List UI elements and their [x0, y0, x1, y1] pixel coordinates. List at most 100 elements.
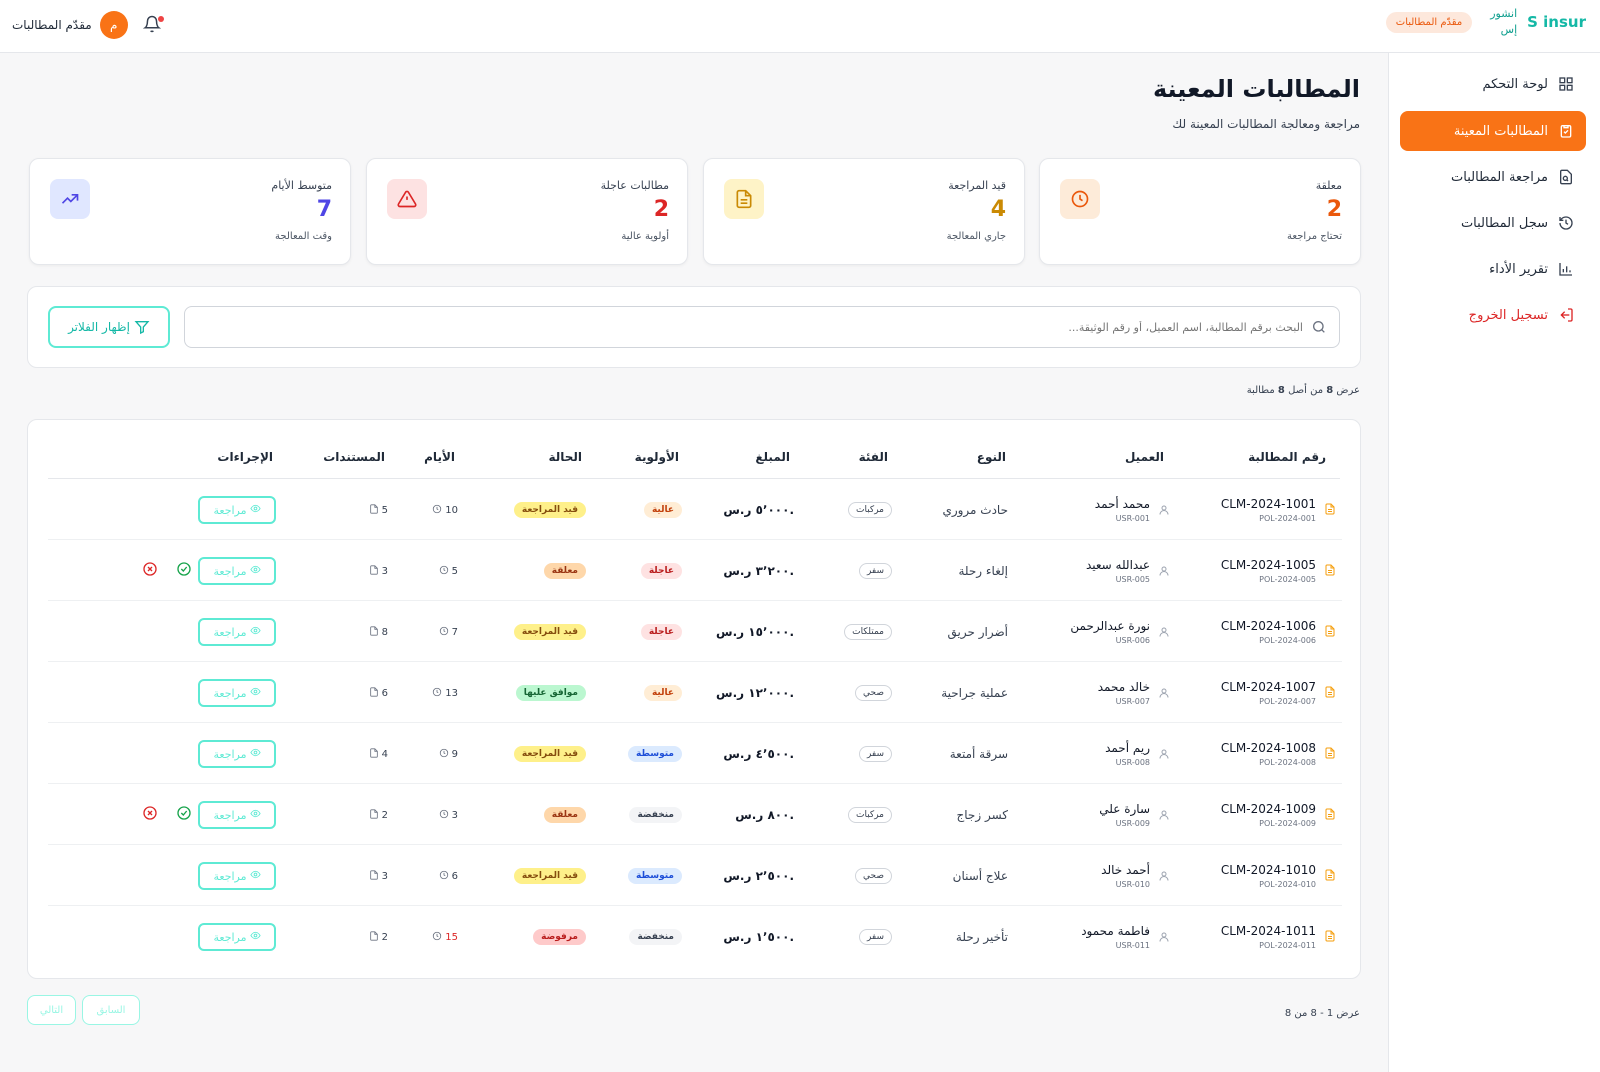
approve-button[interactable] [176, 541, 192, 601]
claim-cell[interactable]: CLM-2024-1010 POL-2024-010 [1221, 846, 1336, 906]
clock-icon [439, 870, 449, 883]
priority-cell: عالية [643, 480, 682, 540]
sidebar-item-review-claims[interactable]: مراجعة المطالبات [1400, 157, 1586, 197]
priority-badge: متوسطة [628, 868, 682, 884]
page-subtitle: مراجعة ومعالجة المطالبات المعينة لك [1172, 117, 1360, 131]
claim-amount: ٢٬٥٠٠ ر.س. [723, 869, 794, 883]
review-label: مراجعة [213, 747, 247, 761]
type-cell: إلغاء رحلة [958, 541, 1008, 601]
logout-icon [1560, 308, 1573, 322]
column-header-category[interactable]: الفئة [858, 450, 888, 464]
notification-bell-icon[interactable] [142, 15, 165, 37]
pagination-next-button[interactable]: التالي [27, 995, 76, 1025]
column-header-docs[interactable]: المستندات [323, 450, 385, 464]
claim-cell[interactable]: CLM-2024-1007 POL-2024-007 [1221, 663, 1336, 723]
review-button[interactable]: مراجعة [198, 679, 276, 707]
customer-cell: ريم أحمد USR-008 [1105, 724, 1170, 784]
claim-cell[interactable]: CLM-2024-1006 POL-2024-006 [1221, 602, 1336, 662]
review-button[interactable]: مراجعة [198, 862, 276, 890]
sidebar-item-dashboard[interactable]: لوحة التحكم [1400, 64, 1586, 104]
clock-icon [439, 809, 449, 822]
results-count: عرض 8 من أصل 8 مطالبة [1247, 385, 1360, 396]
status-cell: معلقة [543, 785, 586, 845]
days-number: 3 [451, 809, 458, 821]
claim-cell[interactable]: CLM-2024-1001 POL-2024-001 [1221, 480, 1336, 540]
column-header-days[interactable]: الأيام [424, 450, 455, 464]
claim-cell[interactable]: CLM-2024-1009 POL-2024-009 [1221, 785, 1336, 845]
search-box [184, 306, 1340, 348]
review-label: مراجعة [213, 503, 247, 517]
pagination-prev-button[interactable]: السابق [82, 995, 140, 1025]
logo-english: S insur [1527, 13, 1586, 31]
priority-badge: عاجلة [640, 563, 682, 579]
status-badge: قيد المراجعة [513, 868, 586, 884]
reject-button[interactable] [142, 541, 158, 601]
review-button[interactable]: مراجعة [198, 496, 276, 524]
column-header-type[interactable]: النوع [976, 450, 1006, 464]
actions-cell: مراجعة [198, 724, 276, 784]
file-search-icon [1560, 169, 1572, 185]
policy-number: POL-2024-011 [1259, 941, 1316, 950]
docs-cell: 8 [369, 602, 388, 662]
amount-cell: ٥٬٠٠٠ ر.س. [723, 480, 794, 540]
claim-amount: ٨٠٠ ر.س. [735, 808, 794, 822]
review-button[interactable]: مراجعة [198, 557, 276, 585]
claim-cell[interactable]: CLM-2024-1005 POL-2024-005 [1221, 541, 1336, 601]
review-button[interactable]: مراجعة [198, 923, 276, 951]
search-input[interactable] [213, 320, 1303, 334]
claim-cell[interactable]: CLM-2024-1011 POL-2024-011 [1221, 907, 1336, 967]
sidebar-item-assigned-claims[interactable]: المطالبات المعينة [1400, 111, 1586, 151]
docs-cell: 6 [369, 663, 388, 723]
eye-icon [249, 930, 261, 944]
top-bar: مقدّم المطالبات انشور إس S insur مقدّم ا… [0, 0, 1600, 53]
claim-cell[interactable]: CLM-2024-1008 POL-2024-008 [1221, 724, 1336, 784]
column-header-status[interactable]: الحالة [548, 450, 582, 464]
eye-icon [249, 686, 261, 700]
review-button[interactable]: مراجعة [198, 740, 276, 768]
column-header-priority[interactable]: الأولوية [634, 450, 679, 464]
stat-sub: أولوية عالية [621, 231, 669, 242]
user-menu[interactable]: مقدّم المطالبات م [12, 11, 128, 39]
claims-table: رقم المطالبة العميل النوع الفئة المبلغ ا… [27, 419, 1361, 979]
page-title: المطالبات المعينة [1152, 75, 1360, 103]
review-button[interactable]: مراجعة [198, 618, 276, 646]
category-badge: مركبات [847, 502, 892, 518]
column-header-amount[interactable]: المبلغ [755, 450, 790, 464]
claim-number: CLM-2024-1006 [1220, 619, 1316, 633]
stat-card-urgent: مطالبات عاجلة 2 أولوية عالية [366, 158, 688, 265]
reject-button[interactable] [142, 785, 158, 845]
amount-cell: ٢٬٥٠٠ ر.س. [723, 846, 794, 906]
approve-button[interactable] [176, 785, 192, 845]
x-circle-icon [142, 561, 158, 581]
column-header-claim[interactable]: رقم المطالبة [1248, 450, 1326, 464]
clock-icon [439, 626, 449, 639]
check-circle-icon [176, 561, 192, 581]
category-badge: سفر [858, 929, 892, 945]
customer-cell: خالد محمد USR-007 [1098, 663, 1170, 723]
review-button[interactable]: مراجعة [198, 801, 276, 829]
actions-cell: مراجعة [198, 907, 276, 967]
stat-card-pending: معلقة 2 تحتاج مراجعة [1039, 158, 1361, 265]
sidebar-item-performance-report[interactable]: تقرير الأداء [1400, 249, 1586, 289]
show-filters-button[interactable]: إظهار الفلاتر [48, 306, 170, 348]
category-badge: سفر [858, 746, 892, 762]
policy-number: POL-2024-007 [1259, 697, 1316, 706]
user-icon [1158, 806, 1170, 825]
column-header-actions: الإجراءات [217, 450, 273, 464]
sidebar-item-claims-history[interactable]: سجل المطالبات [1400, 203, 1586, 243]
status-cell: قيد المراجعة [513, 724, 586, 784]
logout-button[interactable]: تسجيل الخروج [1400, 295, 1586, 335]
priority-badge: عالية [643, 685, 682, 701]
table-row: CLM-2024-1008 POL-2024-008 ريم أحمد USR-008… [48, 724, 1342, 784]
days-value: 5 [439, 565, 458, 578]
user-icon [1158, 745, 1170, 764]
priority-badge: متوسطة [628, 746, 682, 762]
column-header-customer[interactable]: العميل [1124, 450, 1164, 464]
policy-number: POL-2024-006 [1259, 636, 1316, 645]
stat-sub: جاري المعالجة [946, 231, 1006, 242]
priority-cell: عالية [643, 663, 682, 723]
days-cell: 9 [439, 724, 458, 784]
priority-badge: عالية [643, 502, 682, 518]
file-icon [1324, 684, 1336, 703]
stat-label: معلقة [1315, 179, 1342, 192]
